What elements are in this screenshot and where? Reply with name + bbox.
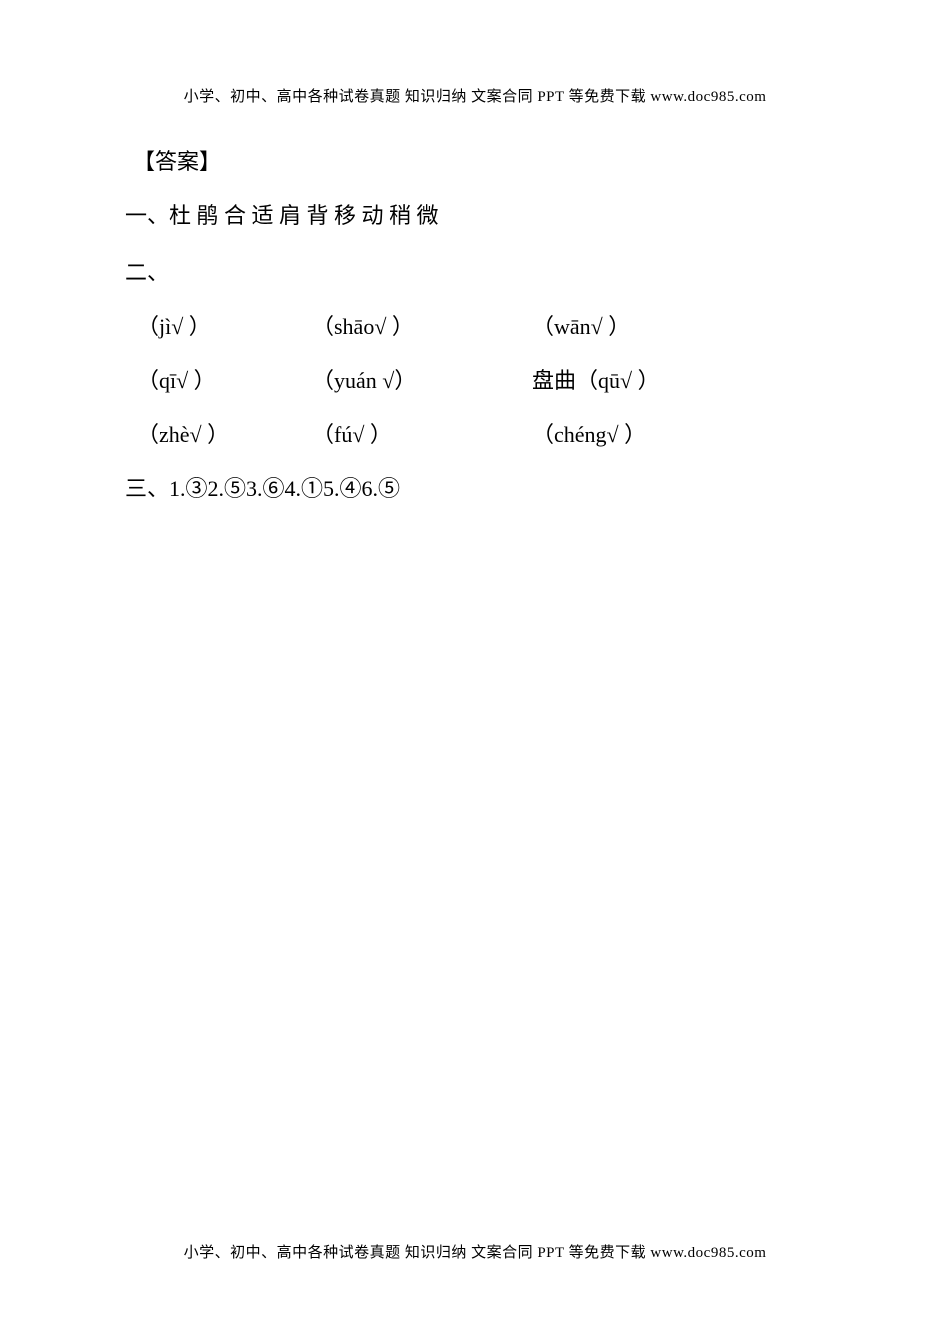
pinyin-row-2: （qī√ ） （yuán √） 盘曲（qū√ ） [125, 363, 825, 395]
pinyin-cell: （qī√ ） [137, 363, 312, 395]
section-two-header: 二、 [125, 255, 825, 287]
section-three-content: 三、1.③2.⑤3.⑥4.①5.④6.⑤ [125, 471, 825, 503]
pinyin-cell: 盘曲（qū√ ） [532, 363, 825, 395]
pinyin-row-1: （jì√ ） （shāo√ ） （wān√ ） [125, 309, 825, 341]
pinyin-row-3: （zhè√ ） （fú√ ） （chéng√ ） [125, 417, 825, 449]
pinyin-cell: （chéng√ ） [532, 417, 825, 449]
page-footer: 小学、初中、高中各种试卷真题 知识归纳 文案合同 PPT 等免费下载 www.d… [0, 1241, 950, 1262]
answer-heading: 【答案】 [133, 144, 825, 176]
pinyin-cell: （jì√ ） [137, 309, 312, 341]
page-header: 小学、初中、高中各种试卷真题 知识归纳 文案合同 PPT 等免费下载 www.d… [125, 85, 825, 106]
pinyin-cell: （yuán √） [312, 363, 532, 395]
pinyin-cell: （fú√ ） [312, 417, 532, 449]
pinyin-cell: （shāo√ ） [312, 309, 532, 341]
section-one-content: 一、杜 鹃 合 适 肩 背 移 动 稍 微 [125, 198, 825, 233]
pinyin-cell: （wān√ ） [532, 309, 825, 341]
pinyin-cell: （zhè√ ） [137, 417, 312, 449]
